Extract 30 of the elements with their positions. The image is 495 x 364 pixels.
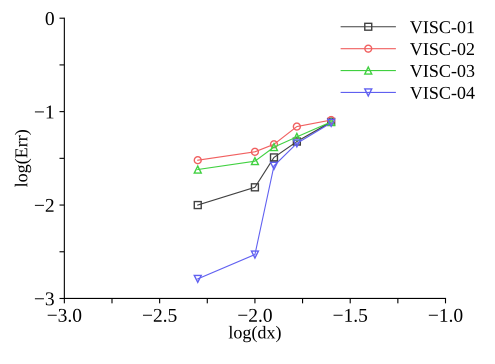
x-tick-label: −2.5 (142, 308, 177, 322)
y-tick-label: −3 (34, 292, 54, 306)
y-tick-label: −2 (34, 198, 54, 212)
legend-label: VISC-02 (410, 42, 474, 56)
point (194, 200, 202, 210)
x-tick-label: −1.5 (334, 308, 368, 322)
point (270, 142, 278, 152)
y-axis-title: log(Err) (14, 130, 32, 188)
x-tick-label: −3.0 (48, 308, 82, 322)
y-tick-label: 0 (46, 12, 54, 26)
point (250, 183, 260, 192)
point (194, 165, 202, 174)
point (194, 274, 202, 284)
legend-label: VISC-04 (410, 86, 475, 100)
point (250, 156, 260, 166)
point (270, 162, 278, 170)
x-tick-label: −1.0 (428, 308, 462, 322)
point (270, 153, 278, 162)
point (292, 137, 302, 146)
point (270, 140, 278, 148)
x-tick-label: −2.0 (238, 308, 272, 322)
y-tick-label: −1 (34, 106, 54, 118)
x-axis-title: log(dx) (228, 326, 281, 342)
point (194, 156, 202, 164)
point (250, 250, 260, 259)
point (292, 132, 302, 142)
legend-label: VISC-03 (410, 64, 474, 78)
legend-label: VISC-01 (410, 21, 474, 34)
point (250, 148, 260, 156)
point (292, 122, 302, 131)
